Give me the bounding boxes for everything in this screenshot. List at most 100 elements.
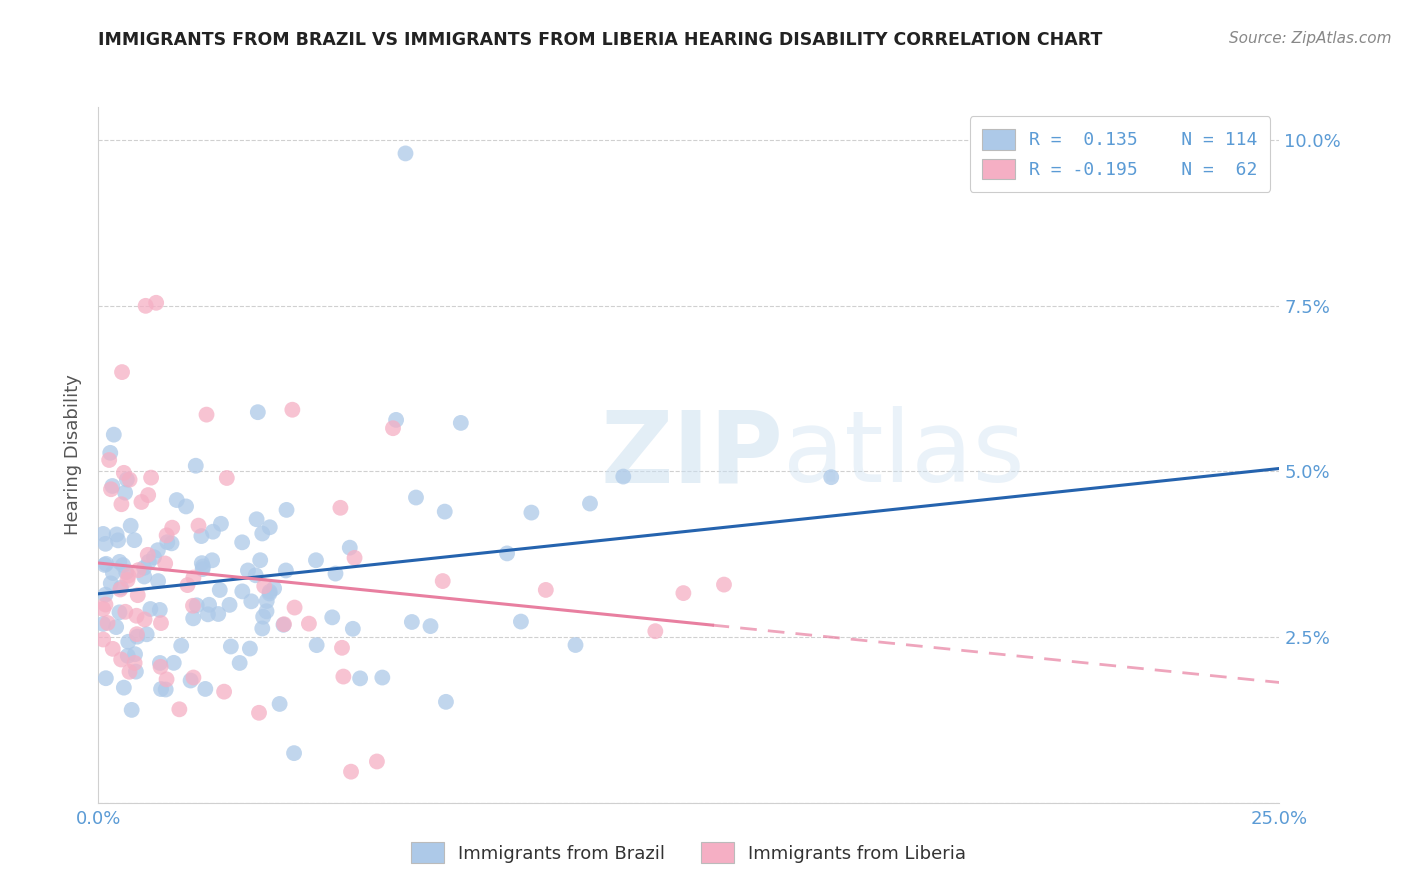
Point <box>118 665 141 679</box>
Point <box>127 563 149 577</box>
Point <box>149 603 172 617</box>
Point <box>166 493 188 508</box>
Point <box>273 617 295 632</box>
Point <box>98 453 121 467</box>
Point <box>103 427 125 442</box>
Point <box>110 497 132 511</box>
Point <box>240 594 263 608</box>
Point <box>191 562 214 576</box>
Point <box>672 586 695 600</box>
Text: atlas: atlas <box>783 407 1025 503</box>
Text: ZIP: ZIP <box>600 407 783 503</box>
Point <box>134 612 156 626</box>
Point <box>110 652 132 666</box>
Point <box>259 584 281 599</box>
Point <box>135 627 157 641</box>
Point <box>181 599 204 613</box>
Point <box>101 479 124 493</box>
Point <box>94 598 117 612</box>
Point <box>190 529 212 543</box>
Point <box>198 598 221 612</box>
Point <box>146 543 169 558</box>
Point <box>115 473 138 487</box>
Point <box>269 697 291 711</box>
Point <box>247 706 270 720</box>
Point <box>186 599 208 613</box>
Point <box>91 616 114 631</box>
Point <box>366 755 388 769</box>
Point <box>156 528 179 542</box>
Point <box>394 146 416 161</box>
Point <box>94 588 117 602</box>
Point <box>564 638 586 652</box>
Point <box>330 640 353 655</box>
Point <box>259 586 281 600</box>
Point <box>325 566 347 581</box>
Point <box>127 588 149 602</box>
Point <box>259 520 281 534</box>
Point <box>125 608 148 623</box>
Point <box>107 533 129 548</box>
Point <box>496 546 519 560</box>
Point <box>433 505 456 519</box>
Point <box>273 617 295 632</box>
Y-axis label: Hearing Disability: Hearing Disability <box>65 375 83 535</box>
Point <box>342 622 364 636</box>
Point <box>98 446 121 460</box>
Point <box>713 577 735 591</box>
Point <box>94 671 117 685</box>
Point <box>100 576 122 591</box>
Point <box>125 665 148 679</box>
Point <box>194 681 217 696</box>
Point <box>212 684 235 698</box>
Point <box>112 558 135 573</box>
Point <box>329 500 352 515</box>
Point <box>252 609 274 624</box>
Point <box>197 607 219 622</box>
Point <box>136 488 159 502</box>
Point <box>820 470 842 484</box>
Point <box>100 482 122 496</box>
Point <box>136 548 159 562</box>
Point <box>112 466 135 480</box>
Point <box>134 569 156 583</box>
Point <box>97 615 120 630</box>
Point <box>253 579 276 593</box>
Point <box>121 703 143 717</box>
Point <box>149 656 172 670</box>
Point <box>209 516 232 531</box>
Point <box>101 641 124 656</box>
Point <box>150 681 173 696</box>
Point <box>114 605 136 619</box>
Point <box>231 584 253 599</box>
Legend: Immigrants from Brazil, Immigrants from Liberia: Immigrants from Brazil, Immigrants from … <box>404 835 974 871</box>
Point <box>276 503 298 517</box>
Point <box>124 656 146 670</box>
Point <box>117 573 139 587</box>
Point <box>153 557 176 571</box>
Point <box>305 553 328 567</box>
Point <box>450 416 472 430</box>
Point <box>183 671 205 685</box>
Point <box>349 672 371 686</box>
Point <box>94 557 117 571</box>
Point <box>91 602 114 616</box>
Point <box>120 518 142 533</box>
Point <box>579 496 602 510</box>
Point <box>143 550 166 565</box>
Point <box>93 558 115 572</box>
Point <box>108 605 131 619</box>
Point <box>612 469 634 483</box>
Point <box>246 512 269 526</box>
Point <box>249 553 271 567</box>
Point <box>283 746 305 760</box>
Point <box>139 602 162 616</box>
Point <box>228 656 250 670</box>
Point <box>256 604 278 618</box>
Point <box>195 408 218 422</box>
Point <box>208 582 231 597</box>
Point <box>124 647 146 661</box>
Point <box>101 566 124 580</box>
Point <box>169 702 191 716</box>
Point <box>419 619 441 633</box>
